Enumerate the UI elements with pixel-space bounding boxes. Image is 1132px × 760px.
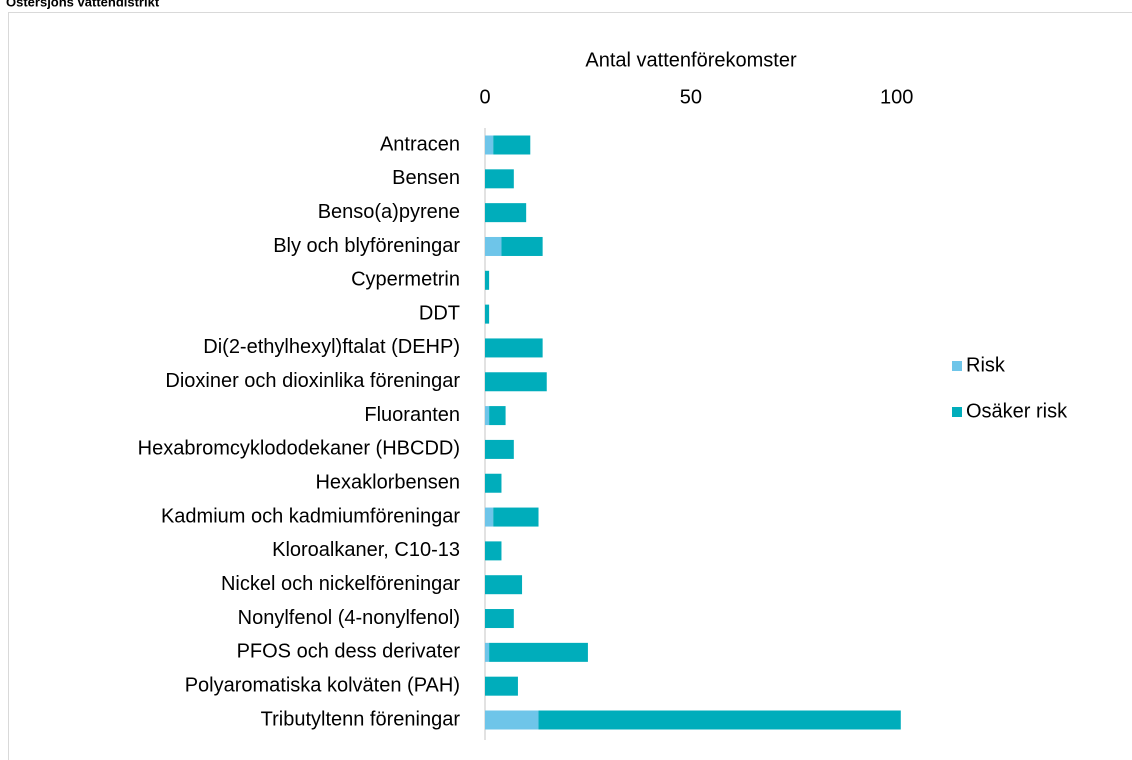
bar-segment [485, 372, 547, 392]
bar-segment [485, 507, 494, 527]
y-tick-label: Bensen [392, 167, 460, 189]
y-tick-label: Fluoranten [364, 404, 460, 426]
bar-segment [489, 406, 506, 426]
bar-segment [501, 236, 543, 256]
bar-segment [485, 135, 494, 155]
bar-segment [489, 642, 588, 662]
bar-segment [485, 270, 490, 290]
bar-segment [485, 473, 502, 493]
y-tick-label: Hexabromcyklododekaner (HBCDD) [138, 438, 460, 460]
y-tick-label: Tributyltenn föreningar [261, 708, 461, 730]
y-tick-label: Kadmium och kadmiumföreningar [161, 505, 460, 527]
bar-segment [485, 236, 502, 256]
bar-segment [493, 135, 531, 155]
y-tick-label: Benso(a)pyrene [318, 201, 460, 223]
x-tick-label: 100 [880, 86, 913, 108]
y-tick-label: Bly och blyföreningar [273, 235, 460, 257]
y-tick-label: Hexaklorbensen [315, 472, 460, 494]
chart-border [8, 12, 1132, 760]
bar-segment [485, 338, 543, 358]
chart-title: Östersjöns vattendistrikt [6, 0, 160, 9]
bar-segment [485, 169, 514, 189]
bar-segment [485, 203, 527, 223]
x-tick-label: 50 [680, 86, 702, 108]
y-tick-label: Nickel och nickelföreningar [221, 573, 460, 595]
y-tick-label: Kloroalkaner, C10-13 [272, 539, 460, 561]
y-tick-label: Dioxiner och dioxinlika föreningar [165, 370, 460, 392]
bar-segment [485, 304, 490, 324]
bar-segment [485, 642, 490, 662]
bar-segment [485, 609, 514, 629]
y-tick-label: Antracen [380, 133, 460, 155]
legend-swatch [952, 361, 962, 371]
x-axis-title: Antal vattenförekomster [585, 49, 797, 71]
legend-swatch [952, 407, 962, 417]
bar-segment [485, 541, 502, 561]
bar-segment [485, 710, 539, 730]
bar-segment [493, 507, 539, 527]
bar-segment [538, 710, 901, 730]
legend-label: Risk [966, 354, 1006, 376]
bar-segment [485, 575, 523, 595]
y-tick-label: Polyaromatiska kolväten (PAH) [185, 674, 460, 696]
x-tick-label: 0 [479, 86, 490, 108]
y-tick-label: Di(2-ethylhexyl)ftalat (DEHP) [203, 336, 460, 358]
y-tick-label: Nonylfenol (4-nonylfenol) [238, 607, 460, 629]
y-tick-label: Cypermetrin [351, 269, 460, 291]
bar-segment [485, 676, 518, 696]
y-tick-label: PFOS och dess derivater [237, 641, 461, 663]
legend-label: Osäker risk [966, 400, 1068, 422]
y-tick-label: DDT [419, 302, 460, 324]
bar-segment [485, 439, 514, 459]
bar-segment [485, 406, 490, 426]
